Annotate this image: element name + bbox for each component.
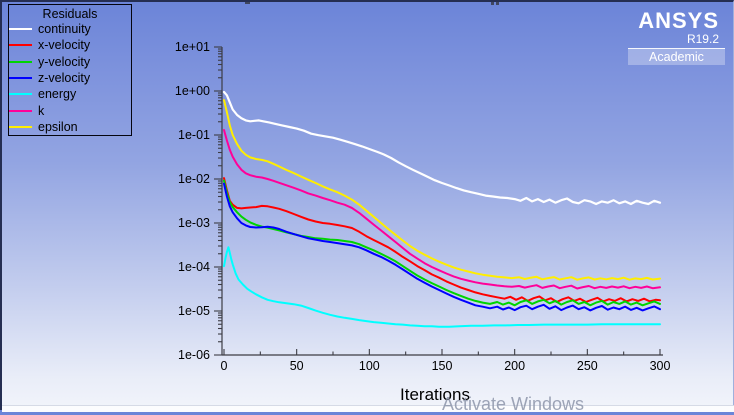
y-tick-label: 1e-02 [178, 172, 210, 186]
activate-windows-watermark: Activate Windows [442, 394, 585, 414]
series-line-y-velocity [223, 179, 661, 307]
legend-swatch [9, 93, 32, 96]
legend-item-label: y-velocity [38, 54, 91, 69]
legend-rows: continuity x-velocity y-velocity z-velocity… [9, 21, 131, 135]
legend-title: Residuals [42, 7, 98, 21]
residuals-legend: Residuals continuity x-velocity y-velocity… [8, 4, 132, 136]
series-line-epsilon [223, 99, 661, 281]
legend-swatch [9, 77, 32, 80]
ansys-logo: ANSYS R19.2 [638, 10, 719, 46]
academic-badge: Academic [628, 48, 725, 65]
x-tick-label: 150 [432, 359, 453, 373]
legend-item: continuity [9, 21, 131, 37]
x-tick-label: 0 [221, 359, 228, 373]
series-line-continuity [222, 90, 662, 206]
x-tick-label: 100 [359, 359, 380, 373]
x-axis-label: Iterations [400, 385, 470, 404]
y-axis-ticks: 1e+01 1e+00 1e-01 1e-02 1e-03 1e-04 1e-05 1e-06 [175, 40, 222, 362]
legend-item-label: x-velocity [38, 38, 91, 53]
series-line-x-velocity [223, 177, 661, 303]
y-tick-label: 1e+00 [175, 84, 210, 98]
y-tick-label: 1e+01 [175, 40, 210, 54]
y-tick-label: 1e-06 [178, 348, 210, 362]
legend-swatch [9, 28, 32, 31]
ansys-release-text: R19.2 [686, 32, 719, 46]
y-tick-label: 1e-04 [178, 260, 210, 274]
legend-item: z-velocity [9, 70, 131, 86]
x-axis-ticks: 0 50 100 150 200 250 300 [221, 349, 671, 373]
legend-item-label: continuity [38, 22, 91, 37]
x-tick-label: 300 [650, 359, 671, 373]
series-line-z-velocity [223, 182, 661, 312]
y-tick-label: 1e-05 [178, 304, 210, 318]
bottom-edge-strip [2, 405, 734, 412]
legend-item: y-velocity [9, 54, 131, 70]
x-tick-label: 200 [504, 359, 525, 373]
legend-item-label: epsilon [38, 119, 78, 134]
series-line-energy [223, 246, 661, 328]
ansys-logo-text: ANSYS [638, 8, 719, 33]
legend-swatch [9, 60, 32, 63]
legend-item: k [9, 102, 131, 118]
legend-item: energy [9, 86, 131, 102]
legend-item-label: k [38, 103, 45, 118]
legend-swatch [9, 44, 32, 47]
legend-item: epsilon [9, 119, 131, 135]
axes [221, 47, 663, 356]
x-tick-label: 50 [290, 359, 304, 373]
legend-item-label: energy [38, 87, 77, 102]
y-tick-label: 1e-03 [178, 216, 210, 230]
legend-swatch [9, 125, 32, 128]
legend-item-label: z-velocity [38, 71, 91, 86]
y-tick-label: 1e-01 [178, 128, 210, 142]
x-tick-label: 250 [577, 359, 598, 373]
legend-swatch [9, 109, 32, 112]
series-line-k [223, 129, 661, 290]
legend-item: x-velocity [9, 37, 131, 53]
